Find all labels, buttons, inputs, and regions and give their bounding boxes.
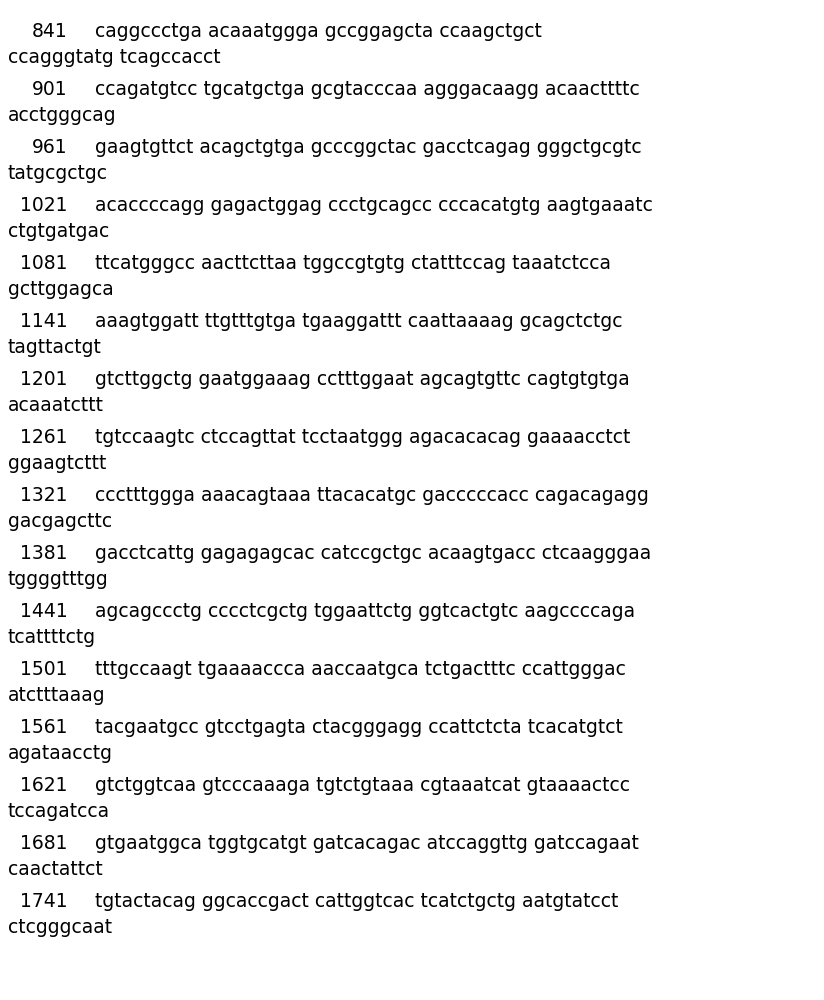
Text: 1021: 1021 (21, 196, 68, 215)
Text: tagttactgt: tagttactgt (8, 338, 102, 357)
Text: ccagatgtcc tgcatgctga gcgtacccaa agggacaagg acaacttttc: ccagatgtcc tgcatgctga gcgtacccaa agggaca… (95, 80, 639, 99)
Text: tttgccaagt tgaaaaccca aaccaatgca tctgactttc ccattgggac: tttgccaagt tgaaaaccca aaccaatgca tctgact… (95, 660, 626, 679)
Text: agataacctg: agataacctg (8, 744, 113, 763)
Text: 1081: 1081 (21, 254, 68, 273)
Text: gtcttggctg gaatggaaag cctttggaat agcagtgttc cagtgtgtga: gtcttggctg gaatggaaag cctttggaat agcagtg… (95, 370, 630, 389)
Text: 1201: 1201 (21, 370, 68, 389)
Text: 1741: 1741 (21, 892, 68, 911)
Text: 1381: 1381 (21, 544, 68, 563)
Text: 1681: 1681 (21, 834, 68, 853)
Text: gtctggtcaa gtcccaaaga tgtctgtaaa cgtaaatcat gtaaaactcc: gtctggtcaa gtcccaaaga tgtctgtaaa cgtaaat… (95, 776, 630, 795)
Text: tccagatcca: tccagatcca (8, 802, 110, 821)
Text: ctgtgatgac: ctgtgatgac (8, 222, 110, 241)
Text: 1561: 1561 (21, 718, 68, 737)
Text: ttcatgggcc aacttcttaa tggccgtgtg ctatttccag taaatctcca: ttcatgggcc aacttcttaa tggccgtgtg ctatttc… (95, 254, 611, 273)
Text: acctgggcag: acctgggcag (8, 106, 117, 125)
Text: tacgaatgcc gtcctgagta ctacgggagg ccattctcta tcacatgtct: tacgaatgcc gtcctgagta ctacgggagg ccattct… (95, 718, 623, 737)
Text: 1261: 1261 (21, 428, 68, 447)
Text: tgtccaagtc ctccagttat tcctaatggg agacacacag gaaaacctct: tgtccaagtc ctccagttat tcctaatggg agacaca… (95, 428, 630, 447)
Text: gaagtgttct acagctgtga gcccggctac gacctcagag gggctgcgtc: gaagtgttct acagctgtga gcccggctac gacctca… (95, 138, 642, 157)
Text: 841: 841 (32, 22, 68, 41)
Text: caggccctga acaaatggga gccggagcta ccaagctgct: caggccctga acaaatggga gccggagcta ccaagct… (95, 22, 542, 41)
Text: tggggtttgg: tggggtttgg (8, 570, 109, 589)
Text: tgtactacag ggcaccgact cattggtcac tcatctgctg aatgtatcct: tgtactacag ggcaccgact cattggtcac tcatctg… (95, 892, 618, 911)
Text: ccagggtatg tcagccacct: ccagggtatg tcagccacct (8, 48, 221, 67)
Text: aaagtggatt ttgtttgtga tgaaggattt caattaaaag gcagctctgc: aaagtggatt ttgtttgtga tgaaggattt caattaa… (95, 312, 622, 331)
Text: gacctcattg gagagagcac catccgctgc acaagtgacc ctcaagggaa: gacctcattg gagagagcac catccgctgc acaagtg… (95, 544, 651, 563)
Text: ctcgggcaat: ctcgggcaat (8, 918, 112, 937)
Text: 1501: 1501 (21, 660, 68, 679)
Text: ggaagtcttt: ggaagtcttt (8, 454, 106, 473)
Text: 1321: 1321 (21, 486, 68, 505)
Text: gcttggagca: gcttggagca (8, 280, 114, 299)
Text: 1441: 1441 (21, 602, 68, 621)
Text: 961: 961 (32, 138, 68, 157)
Text: ccctttggga aaacagtaaa ttacacatgc gacccccacc cagacagagg: ccctttggga aaacagtaaa ttacacatgc gaccccc… (95, 486, 648, 505)
Text: tcattttctg: tcattttctg (8, 628, 96, 647)
Text: agcagccctg cccctcgctg tggaattctg ggtcactgtc aagccccaga: agcagccctg cccctcgctg tggaattctg ggtcact… (95, 602, 635, 621)
Text: tatgcgctgc: tatgcgctgc (8, 164, 108, 183)
Text: 1621: 1621 (21, 776, 68, 795)
Text: 1141: 1141 (21, 312, 68, 331)
Text: acaccccagg gagactggag ccctgcagcc cccacatgtg aagtgaaatc: acaccccagg gagactggag ccctgcagcc cccacat… (95, 196, 653, 215)
Text: gacgagcttc: gacgagcttc (8, 512, 112, 531)
Text: caactattct: caactattct (8, 860, 103, 879)
Text: atctttaaag: atctttaaag (8, 686, 105, 705)
Text: gtgaatggca tggtgcatgt gatcacagac atccaggttg gatccagaat: gtgaatggca tggtgcatgt gatcacagac atccagg… (95, 834, 639, 853)
Text: 901: 901 (32, 80, 68, 99)
Text: acaaatcttt: acaaatcttt (8, 396, 104, 415)
